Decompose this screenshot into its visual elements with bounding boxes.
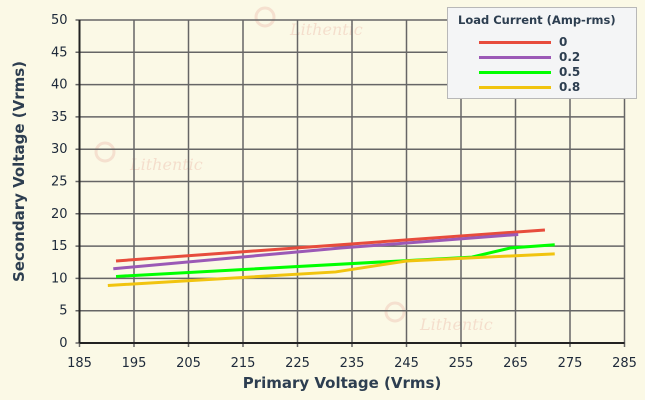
watermark-logo-icon bbox=[254, 6, 276, 28]
watermark-text: Lithentic bbox=[419, 315, 493, 334]
x-tick-label: 255 bbox=[449, 356, 474, 371]
legend-label: 0.2 bbox=[559, 50, 581, 64]
series-line-0.8 bbox=[107, 252, 555, 288]
y-tick-label: 30 bbox=[51, 142, 68, 157]
legend: Load Current (Amp-rms) 0 0.2 0.5 0.8 bbox=[447, 7, 637, 99]
legend-swatch bbox=[479, 56, 551, 59]
x-tick-label: 285 bbox=[612, 356, 637, 371]
watermark-text: Lithentic bbox=[289, 20, 363, 39]
x-tick-label: 265 bbox=[503, 356, 528, 371]
legend-item: 0 bbox=[479, 35, 629, 49]
x-tick-label: 235 bbox=[340, 356, 365, 371]
y-tick-label: 50 bbox=[51, 13, 68, 28]
legend-item: 0.5 bbox=[479, 65, 629, 79]
series-line-0.2 bbox=[113, 232, 519, 271]
x-tick-label: 205 bbox=[176, 356, 201, 371]
legend-item: 0.2 bbox=[479, 50, 629, 64]
x-tick-label: 185 bbox=[67, 356, 92, 371]
x-tick-label: 215 bbox=[231, 356, 256, 371]
y-tick-label: 25 bbox=[51, 175, 68, 190]
x-tick-label: 195 bbox=[122, 356, 147, 371]
y-tick-label: 45 bbox=[51, 45, 68, 60]
x-tick-label: 225 bbox=[285, 356, 310, 371]
y-tick-label: 40 bbox=[51, 78, 68, 93]
legend-label: 0.8 bbox=[559, 80, 581, 94]
x-tick-label: 275 bbox=[558, 356, 583, 371]
y-axis-label: Secondary Voltage (Vrms) bbox=[10, 61, 28, 282]
series-line-0 bbox=[115, 228, 546, 263]
watermark-logo-icon bbox=[94, 141, 116, 163]
y-tick-label: 35 bbox=[51, 110, 68, 125]
y-tick-label: 20 bbox=[51, 207, 68, 222]
y-tick-label: 15 bbox=[51, 239, 68, 254]
y-tick-label: 0 bbox=[59, 336, 67, 351]
legend-label: 0.5 bbox=[559, 65, 581, 79]
x-tick-label: 245 bbox=[394, 356, 419, 371]
watermark-logo-icon bbox=[384, 301, 406, 323]
legend-title: Load Current (Amp-rms) bbox=[458, 13, 616, 27]
y-tick-label: 10 bbox=[51, 271, 68, 286]
legend-swatch bbox=[479, 41, 551, 44]
legend-label: 0 bbox=[559, 35, 568, 49]
legend-swatch bbox=[479, 86, 551, 89]
x-axis-label: Primary Voltage (Vrms) bbox=[243, 374, 442, 392]
watermark-text: Lithentic bbox=[129, 155, 203, 174]
legend-item: 0.8 bbox=[479, 80, 629, 94]
y-tick-label: 5 bbox=[59, 304, 67, 319]
legend-swatch bbox=[479, 71, 551, 74]
